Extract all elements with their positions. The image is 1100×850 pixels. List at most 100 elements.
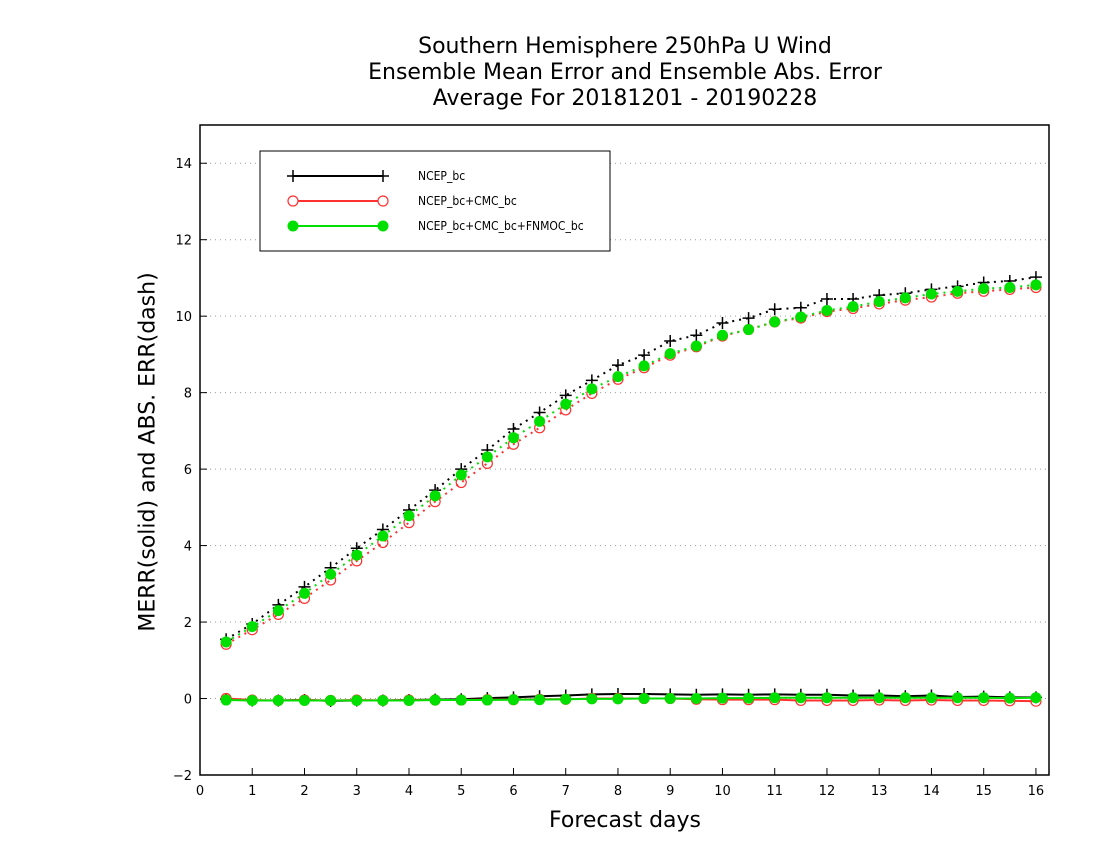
abs-err-point <box>1030 279 1042 291</box>
merr-point <box>507 694 519 706</box>
merr-point <box>769 692 781 704</box>
abs-err-point <box>664 335 677 348</box>
merr-point <box>612 693 624 705</box>
y-tick-label: 8 <box>184 387 192 402</box>
merr-point <box>560 693 572 705</box>
abs-err-point <box>743 324 755 336</box>
legend-marker <box>287 170 299 182</box>
abs-err-point <box>1004 282 1016 293</box>
merr-point <box>403 694 415 706</box>
abs-err-point <box>377 530 389 542</box>
x-tick-label: 14 <box>923 784 940 799</box>
legend-label: NCEP_bc+CMC_bc+FNMOC_bc <box>418 219 584 233</box>
title-line-3: Average For 20181201 - 20190228 <box>432 86 818 111</box>
title-line-2: Ensemble Mean Error and Ensemble Abs. Er… <box>368 60 882 85</box>
abs-err-point <box>325 568 337 580</box>
merr-point <box>351 694 363 706</box>
y-axis-label: MERR(solid) and ABS. ERR(dash) <box>135 272 161 632</box>
abs-err-line <box>225 286 1037 646</box>
abs-err-point <box>403 510 415 522</box>
x-tick-label: 7 <box>562 784 570 799</box>
abs-err-point <box>795 311 807 323</box>
x-tick-label: 6 <box>509 784 517 799</box>
abs-err-point <box>455 469 467 481</box>
series-0 <box>220 271 1042 707</box>
abs-err-point <box>246 621 258 633</box>
abs-err-point <box>298 587 310 599</box>
abs-err-point <box>925 288 937 300</box>
y-tick-label: 4 <box>184 540 192 555</box>
abs-err-point <box>429 490 441 502</box>
merr-point <box>873 692 885 704</box>
x-tick-label: 10 <box>714 784 731 799</box>
abs-err-point <box>612 371 624 383</box>
merr-point <box>847 692 859 704</box>
merr-point <box>664 693 676 705</box>
abs-err-point <box>769 316 781 328</box>
legend-marker <box>377 220 389 232</box>
legend-marker <box>287 220 299 232</box>
abs-err-point <box>611 359 624 372</box>
merr-point <box>481 694 493 706</box>
plot-frame <box>199 124 1050 776</box>
abs-err-point <box>481 451 493 463</box>
merr-point <box>246 694 258 706</box>
abs-err-point <box>821 304 833 316</box>
merr-point <box>795 692 807 704</box>
y-tick-label: 14 <box>175 157 192 172</box>
merr-point <box>429 694 441 706</box>
abs-err-point <box>507 432 519 444</box>
legend-label: NCEP_bc <box>418 169 465 183</box>
merr-point <box>716 692 728 704</box>
merr-point <box>821 692 833 704</box>
legend-marker <box>377 170 389 182</box>
merr-point <box>534 694 546 706</box>
merr-point <box>638 693 650 705</box>
x-tick-label: 9 <box>666 784 674 799</box>
merr-point <box>220 694 232 706</box>
merr-point <box>325 694 337 706</box>
merr-point <box>1030 692 1042 704</box>
x-tick-label: 13 <box>871 784 888 799</box>
x-tick-label: 12 <box>819 784 836 799</box>
abs-err-point <box>534 415 546 427</box>
merr-point <box>952 692 964 704</box>
merr-point <box>298 694 310 706</box>
abs-err-point <box>847 301 859 313</box>
merr-point <box>690 693 702 705</box>
abs-err-point <box>638 349 651 362</box>
abs-err-point <box>873 296 885 308</box>
abs-err-point <box>351 549 363 561</box>
merr-point <box>1004 692 1016 704</box>
x-tick-label: 5 <box>457 784 465 799</box>
y-tick-label: 6 <box>184 463 192 478</box>
abs-err-point <box>560 398 572 410</box>
legend-marker <box>377 195 389 207</box>
series-2 <box>220 279 1042 706</box>
merr-point <box>899 692 911 704</box>
x-axis-label: Forecast days <box>548 808 701 833</box>
abs-err-point <box>638 360 650 372</box>
abs-err-point <box>586 383 598 395</box>
abs-err-point <box>716 317 729 330</box>
abs-err-point <box>952 285 964 297</box>
abs-err-point <box>820 292 833 305</box>
abs-err-line <box>225 276 1037 641</box>
abs-err-point <box>690 329 703 342</box>
x-tick-label: 15 <box>975 784 992 799</box>
abs-err-point <box>664 348 676 360</box>
abs-err-point <box>272 605 284 617</box>
legend-marker <box>287 195 299 207</box>
abs-err-point <box>768 303 781 316</box>
merr-point <box>925 692 937 704</box>
abs-err-point <box>978 283 990 295</box>
legend-label: NCEP_bc+CMC_bc <box>418 194 517 208</box>
abs-err-line <box>225 283 1037 643</box>
merr-point <box>377 694 389 706</box>
merr-point <box>586 693 598 705</box>
chart-title: Southern Hemisphere 250hPa U Wind Ensemb… <box>200 34 1050 112</box>
x-tick-label: 2 <box>300 784 308 799</box>
x-tick-label: 1 <box>248 784 256 799</box>
